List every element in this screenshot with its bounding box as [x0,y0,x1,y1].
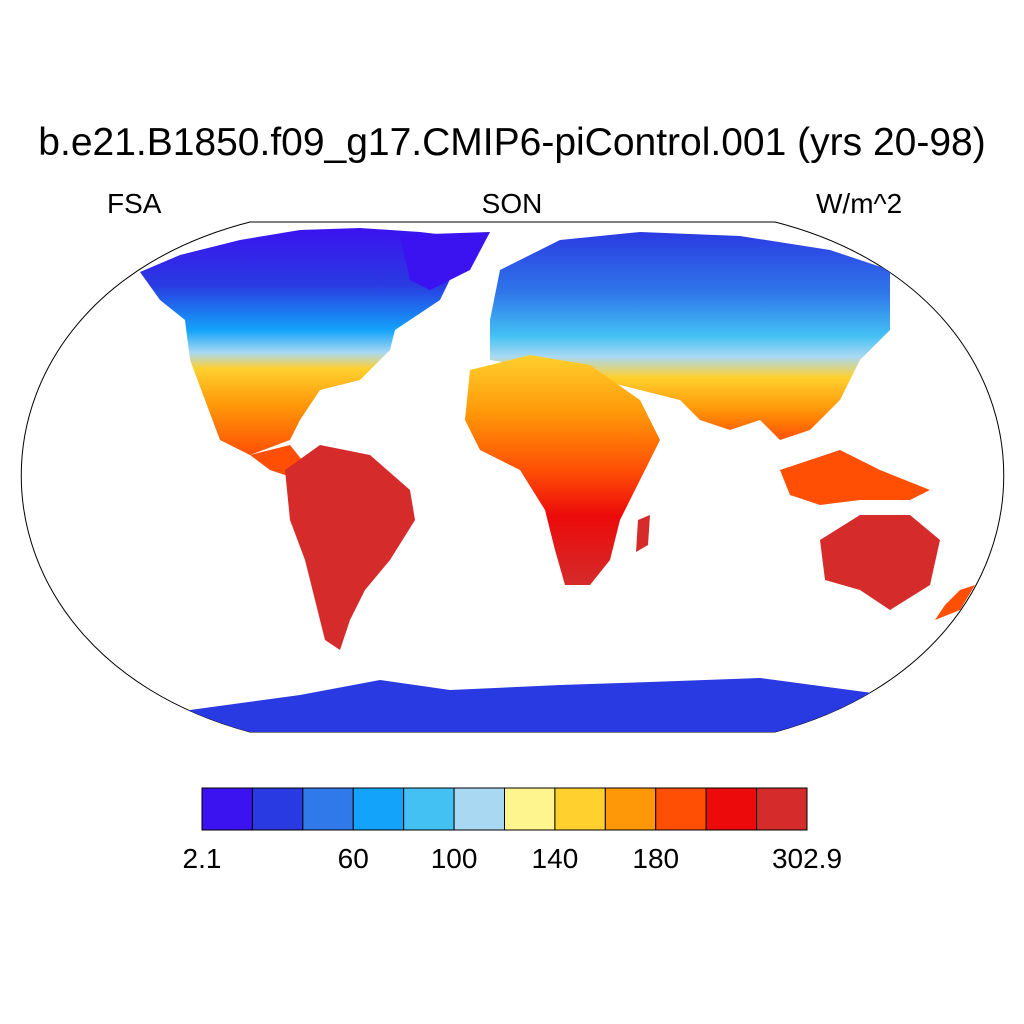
colorbar-swatch [403,787,455,831]
colorbar-swatch [453,787,506,831]
australia [820,515,940,610]
colorbar-swatch [251,787,304,831]
colorbar-swatch [604,787,657,831]
colorbar-swatch [554,787,606,831]
colorbar-swatch [504,787,556,831]
colorbar-swatch [302,787,354,831]
south-america [285,445,415,650]
colorbar-swatch [655,787,707,831]
units-label: W/m^2 [816,188,903,219]
plot-title: b.e21.B1850.f09_g17.CMIP6-piControl.001 … [38,121,986,164]
north-america [140,228,470,455]
variable-label: FSA [107,188,162,219]
africa [465,355,660,585]
new-zealand [935,585,975,620]
eurasia [490,232,890,440]
colorbar-swatch [756,787,808,831]
colorbar-swatch [705,787,758,831]
colorbar-swatch [352,787,405,831]
land-fill [21,228,1000,732]
colorbar-tick-label: 302.9 [771,843,843,874]
colorbar-swatch [201,787,253,831]
madagascar [636,515,650,552]
colorbar [201,787,808,831]
antarctica [21,678,1000,732]
colorbar-tick-label: 60 [337,843,369,874]
greenland [400,232,490,290]
season-label: SON [481,188,543,219]
colorbar-tick-label: 140 [531,843,579,874]
colorbar-tick-label: 100 [430,843,478,874]
colorbar-tick-label: 2.1 [182,843,222,874]
maritime-asia [780,450,930,505]
colorbar-tick-label: 180 [632,843,680,874]
